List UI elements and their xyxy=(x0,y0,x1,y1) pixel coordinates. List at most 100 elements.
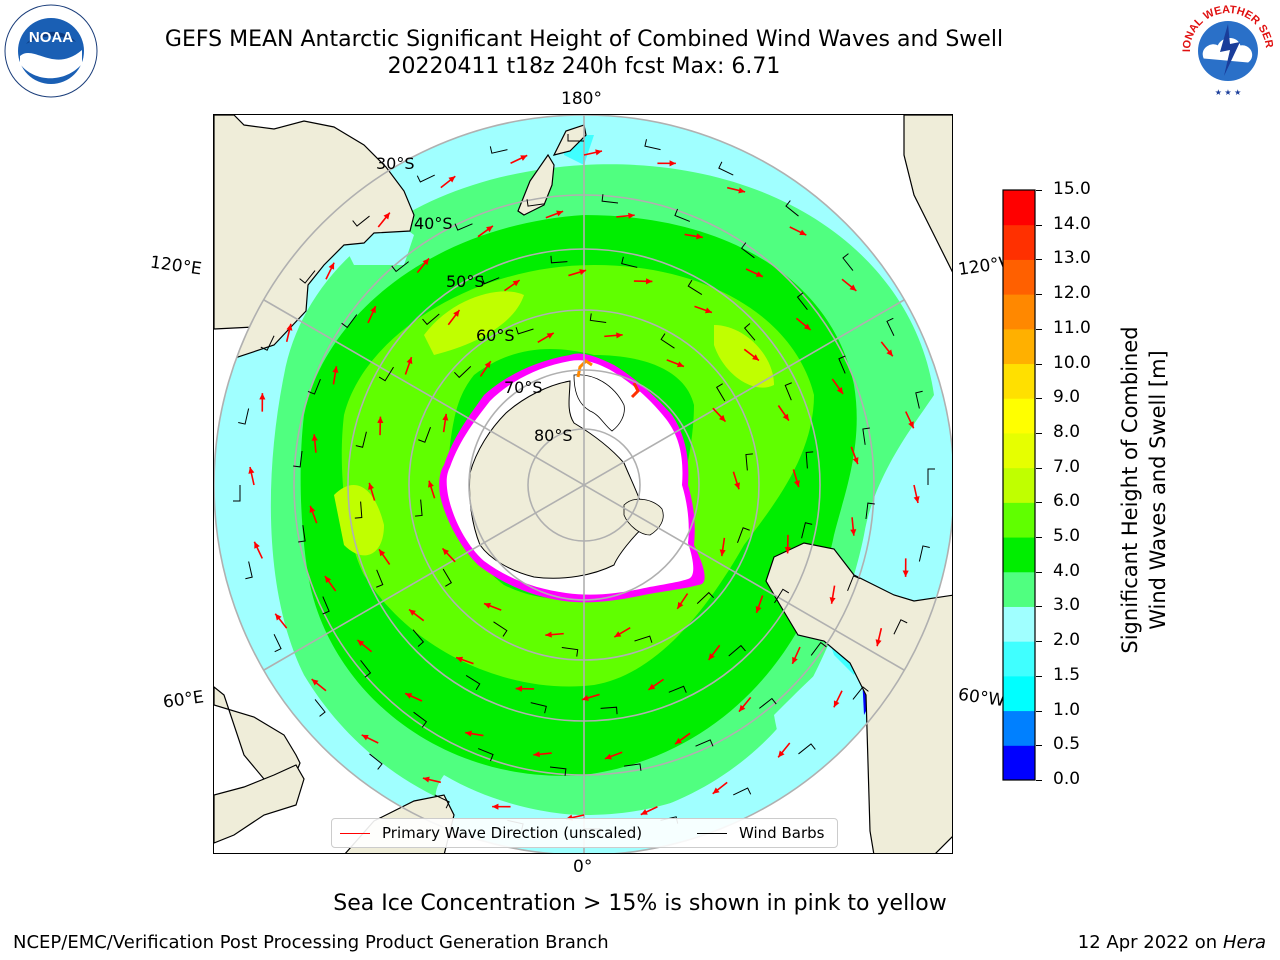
legend-item-barb: Wind Barbs xyxy=(697,824,824,842)
wind-barb xyxy=(413,711,428,728)
wind-barb xyxy=(233,485,241,502)
wave-arrow-head xyxy=(712,787,720,794)
wind-barb xyxy=(759,697,777,709)
wave-arrow-head xyxy=(676,361,684,368)
footer-credit: NCEP/EMC/Verification Post Processing Pr… xyxy=(13,932,609,953)
wave-arrow-head xyxy=(357,639,365,647)
wind-barb xyxy=(418,427,431,443)
polar-map: 30°S 40°S 50°S 60°S 70°S 80°S xyxy=(213,114,953,854)
wind-barb xyxy=(805,451,814,469)
wave-arrow-head xyxy=(328,262,335,270)
wind-barb xyxy=(918,545,930,562)
wave-arrow-head xyxy=(719,549,726,557)
colorbar-tick-mark xyxy=(1036,745,1042,747)
footer-host: Hera xyxy=(1222,932,1266,953)
wave-arrow-head xyxy=(309,505,316,513)
wind-barb xyxy=(718,161,734,176)
wave-arrow-head xyxy=(755,271,763,277)
noaa-logo-icon: NOAA xyxy=(4,4,98,98)
colorbar-tick-label: 13.0 xyxy=(1053,248,1091,269)
wave-arrow-head xyxy=(913,496,920,503)
wave-arrow-head xyxy=(778,750,785,758)
nws-logo-icon: NATIONAL WEATHER SERVICE ★ ★ ★ xyxy=(1178,2,1275,98)
lat-label-40: 40°S xyxy=(414,214,453,233)
wind-barb xyxy=(847,575,861,592)
wave-arrow-head xyxy=(428,480,434,488)
lon-label-60w: 60°W xyxy=(956,684,1007,712)
colorbar-block xyxy=(1003,571,1035,607)
wave-arrow-head xyxy=(486,225,493,233)
wave-arrow-head xyxy=(546,332,554,339)
colorbar-tick-label: 1.0 xyxy=(1053,699,1081,720)
colorbar-label-line1: Significant Height of Combined xyxy=(1118,326,1142,654)
wind-barb xyxy=(493,621,508,637)
wave-arrow-head xyxy=(704,307,712,314)
colorbar-tick-label: 9.0 xyxy=(1053,387,1081,408)
wave-arrow-head xyxy=(836,387,844,394)
wave-arrow-head xyxy=(640,809,648,815)
wind-barb xyxy=(549,766,567,776)
wind-barb xyxy=(341,314,358,329)
wind-barb xyxy=(785,200,799,217)
wind-barb xyxy=(784,382,792,401)
colorbar-tick-mark xyxy=(1036,398,1042,400)
colorbar-block xyxy=(1003,398,1035,434)
wave-arrow-head xyxy=(377,416,384,424)
wave-arrow-head xyxy=(492,803,499,810)
wind-barb xyxy=(376,569,384,588)
wave-arrow-head xyxy=(361,734,369,741)
colorbar-tick-mark xyxy=(1036,502,1042,504)
wave-arrow-head xyxy=(677,601,684,609)
colorbar-block xyxy=(1003,710,1035,746)
wave-arrow-head xyxy=(886,349,893,357)
wind-barb xyxy=(927,468,935,485)
wind-barb xyxy=(434,794,450,809)
colorbar-label: Significant Height of Combined Wind Wave… xyxy=(1116,280,1174,700)
wave-arrow-head xyxy=(579,269,587,275)
wave-arrow-head xyxy=(738,187,746,194)
footer-date: 12 Apr 2022 on Hera xyxy=(1078,932,1266,953)
colorbar-tick-label: 2.0 xyxy=(1053,630,1081,651)
colorbar xyxy=(1002,189,1036,781)
colorbar-tick-mark xyxy=(1036,259,1042,261)
wind-barb xyxy=(634,635,653,643)
wave-arrow-head xyxy=(792,656,798,664)
wave-arrow-head xyxy=(645,278,653,285)
wave-arrow-head xyxy=(484,602,492,609)
colorbar-tick-label: 10.0 xyxy=(1053,352,1091,373)
wave-arrow-head xyxy=(782,413,789,421)
wave-arrow-head xyxy=(422,776,430,783)
wave-arrow-head xyxy=(379,549,386,557)
wave-arrow-head xyxy=(614,631,622,638)
colorbar-border xyxy=(1002,189,1036,781)
colorbar-block xyxy=(1003,432,1035,469)
wind-barb xyxy=(391,261,409,273)
wind-barb xyxy=(601,194,619,204)
colorbar-tick-label: 7.0 xyxy=(1053,456,1081,477)
wave-arrow-head xyxy=(332,366,339,373)
wind-barb xyxy=(245,561,253,580)
wave-arrow-head xyxy=(442,548,450,556)
wave-arrow-head xyxy=(595,149,602,156)
colorbar-tick-label: 1.5 xyxy=(1053,664,1081,685)
colorbar-tick-label: 0.5 xyxy=(1053,734,1081,755)
wave-arrow-head xyxy=(803,323,811,331)
wave-arrow-head xyxy=(902,570,909,577)
legend-item-wave: Primary Wave Direction (unscaled) xyxy=(340,824,642,842)
colorbar-tick-label: 5.0 xyxy=(1053,526,1081,547)
wave-arrow-head xyxy=(409,609,416,616)
wave-arrow-head xyxy=(453,310,460,317)
wind-barb xyxy=(798,743,816,755)
colorbar-block xyxy=(1003,537,1035,573)
footer-date-text: 12 Apr 2022 on xyxy=(1077,932,1223,953)
wave-arrow-head xyxy=(604,753,612,760)
lat-label-50: 50°S xyxy=(446,272,485,291)
wind-barb xyxy=(454,223,473,231)
wind-barb xyxy=(567,134,584,142)
colorbar-tick-mark xyxy=(1036,294,1042,296)
colorbar-tick-label: 0.0 xyxy=(1053,769,1081,789)
colorbar-tick-mark xyxy=(1036,328,1042,330)
lon-label-180: 180° xyxy=(561,89,602,109)
wind-barb xyxy=(733,787,752,796)
wind-barb xyxy=(369,753,383,770)
